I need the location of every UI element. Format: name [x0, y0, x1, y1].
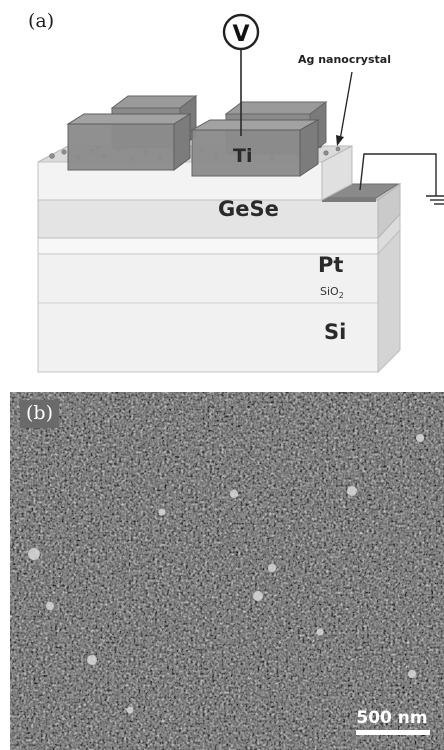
panel-b-label: (b) [20, 400, 59, 428]
si-label: Si [324, 320, 346, 344]
scale-bar-label: 500 nm [356, 708, 427, 728]
scale-bar: 500 nm [356, 708, 430, 735]
sem-micrograph: 500 nm [10, 392, 444, 750]
panel-a-label: (a) [28, 10, 55, 32]
ti-label: Ti [233, 145, 252, 167]
ground-symbol [359, 153, 444, 205]
pt-label: Pt [318, 253, 343, 277]
sio2-label: SiO2 [320, 285, 344, 300]
ti-electrodes [66, 95, 328, 177]
device-schematic: V Ti Ag nanocrystal GeSe Pt SiO2 Si [36, 13, 444, 374]
voltmeter: V [222, 13, 260, 136]
ag-nanocrystal-label: Ag nanocrystal [298, 53, 391, 66]
gese-label: GeSe [218, 197, 279, 221]
sio2-layer [37, 212, 401, 256]
bright-grains [28, 434, 424, 714]
voltmeter-symbol: V [232, 22, 249, 47]
nanocrystal-arrow [336, 71, 353, 146]
